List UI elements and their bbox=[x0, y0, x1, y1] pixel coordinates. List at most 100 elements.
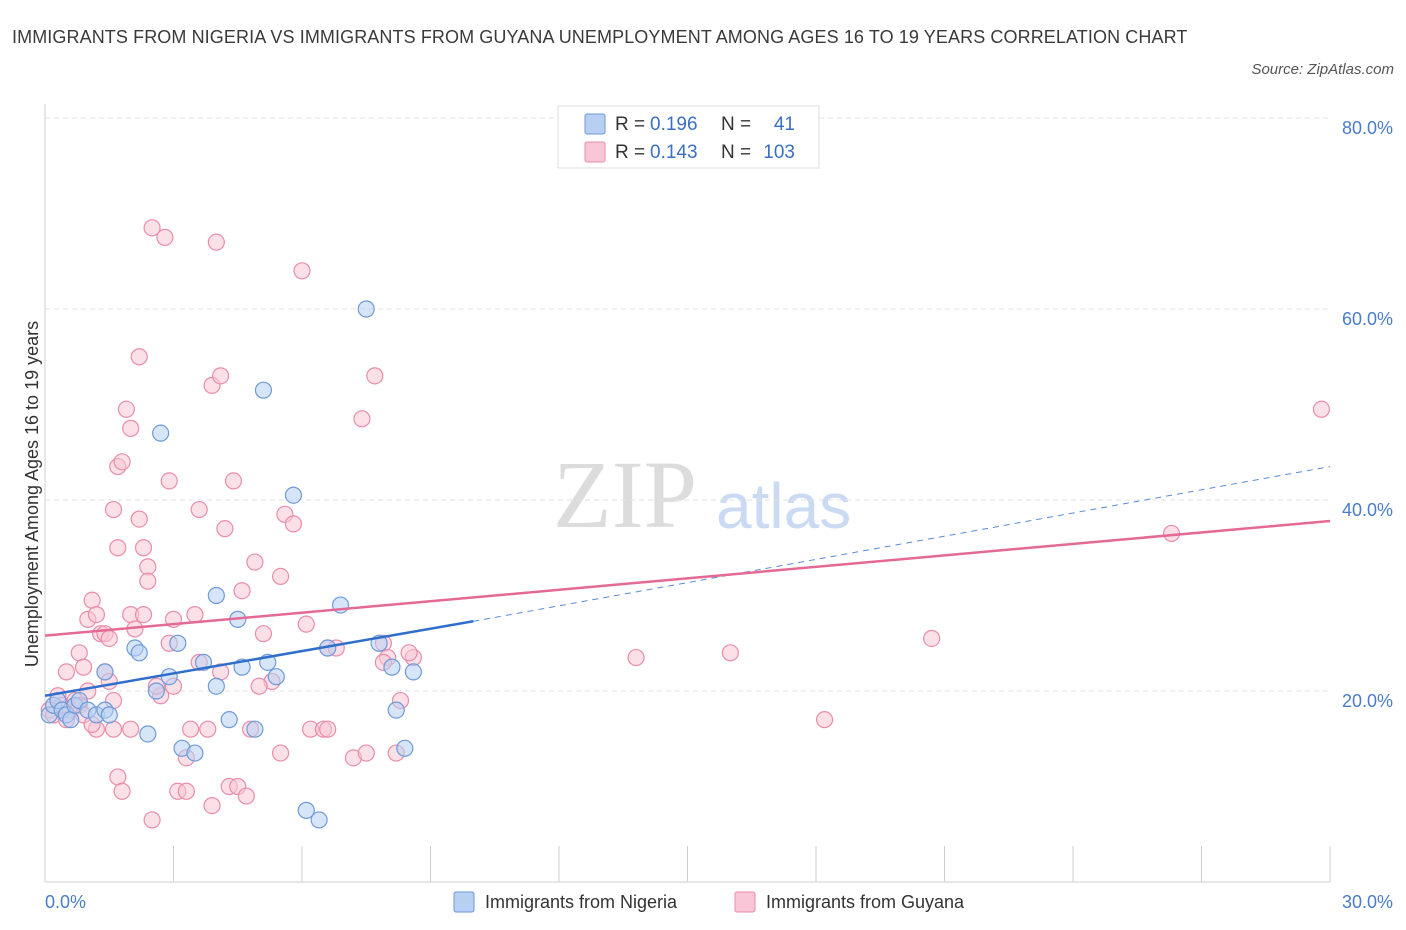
guyana-point bbox=[923, 629, 941, 648]
legend-r-value-nigeria: 0.196 bbox=[650, 114, 698, 135]
y-axis-label: Unemployment Among Ages 16 to 19 years bbox=[22, 321, 42, 667]
guyana-point bbox=[357, 744, 375, 762]
guyana-point bbox=[627, 648, 645, 667]
guyana-point bbox=[721, 644, 739, 662]
guyana-point bbox=[104, 720, 123, 738]
y-tick-label: 20.0% bbox=[1342, 691, 1393, 711]
guyana-point bbox=[233, 582, 251, 600]
bottom-legend-label-nigeria: Immigrants from Nigeria bbox=[485, 892, 678, 912]
watermark-atlas: atlas bbox=[716, 470, 851, 542]
guyana-point bbox=[130, 348, 148, 366]
guyana-point bbox=[177, 782, 195, 800]
guyana-point bbox=[143, 811, 161, 829]
nigeria-point bbox=[100, 706, 118, 724]
guyana-point bbox=[74, 658, 93, 676]
guyana-point bbox=[199, 720, 217, 738]
y-tick-label: 80.0% bbox=[1342, 118, 1393, 138]
nigeria-point bbox=[62, 711, 80, 729]
guyana-point bbox=[293, 262, 311, 280]
guyana-point bbox=[139, 572, 157, 590]
watermark-zip: ZIP bbox=[553, 441, 697, 548]
guyana-point bbox=[246, 553, 264, 571]
trend-line-nigeria bbox=[44, 620, 474, 698]
trend-line-guyana bbox=[44, 519, 1331, 637]
guyana-point bbox=[237, 787, 255, 805]
legend-swatch-nigeria bbox=[584, 113, 606, 135]
y-tick-label: 40.0% bbox=[1342, 500, 1393, 520]
guyana-point bbox=[156, 228, 174, 246]
guyana-point bbox=[319, 720, 337, 738]
guyana-point bbox=[113, 453, 131, 471]
guyana-point bbox=[190, 500, 208, 519]
guyana-point bbox=[122, 720, 140, 738]
guyana-point bbox=[271, 744, 290, 762]
nigeria-point bbox=[284, 486, 303, 504]
guyana-point bbox=[160, 472, 178, 490]
guyana-point bbox=[284, 515, 303, 533]
guyana-point bbox=[1312, 400, 1331, 418]
guyana-point bbox=[207, 233, 225, 251]
nigeria-point bbox=[383, 658, 401, 676]
nigeria-point bbox=[396, 739, 414, 757]
nigeria-point bbox=[297, 801, 315, 819]
trend-lines bbox=[44, 466, 1331, 698]
guyana-point bbox=[250, 677, 268, 695]
gridlines bbox=[45, 117, 1330, 692]
guyana-point bbox=[224, 472, 243, 490]
legend-n-value-nigeria: 41 bbox=[774, 114, 795, 135]
legend-n-value-guyana: 103 bbox=[763, 142, 795, 163]
nigeria-point bbox=[152, 424, 170, 442]
nigeria-point bbox=[139, 725, 157, 743]
guyana-point bbox=[182, 720, 200, 738]
guyana-point bbox=[815, 711, 834, 729]
nigeria-point bbox=[254, 381, 273, 399]
guyana-point bbox=[139, 558, 157, 576]
guyana-point bbox=[100, 629, 118, 648]
guyana-point bbox=[83, 591, 101, 609]
chart-title: IMMIGRANTS FROM NIGERIA VS IMMIGRANTS FR… bbox=[12, 27, 1188, 47]
guyana-point bbox=[254, 625, 273, 643]
guyana-point bbox=[57, 663, 76, 681]
nigeria-point bbox=[147, 682, 165, 700]
axes bbox=[44, 104, 1331, 883]
nigeria-point bbox=[387, 701, 405, 719]
legend-n-label-nigeria: N = bbox=[721, 114, 751, 135]
tick-labels: 20.0% 40.0% 60.0% 80.0% 0.0% 30.0% bbox=[45, 118, 1393, 912]
y-tick-label: 60.0% bbox=[1342, 309, 1393, 329]
legend-r-value-guyana: 0.143 bbox=[650, 142, 698, 163]
guyana-point bbox=[117, 400, 135, 418]
guyana-point bbox=[104, 500, 123, 519]
legend-swatch-guyana bbox=[584, 141, 606, 163]
guyana-point bbox=[186, 605, 204, 624]
guyana-point bbox=[122, 419, 140, 437]
guyana-point bbox=[203, 796, 221, 815]
x-tick-label: 30.0% bbox=[1342, 892, 1393, 912]
legend-r-label-nigeria: R = bbox=[615, 114, 645, 135]
nigeria-point bbox=[130, 644, 148, 662]
bottom-legend-swatch-guyana bbox=[734, 891, 756, 913]
guyana-point bbox=[134, 605, 153, 624]
nigeria-point bbox=[186, 744, 204, 762]
nigeria-point bbox=[246, 720, 264, 738]
guyana-point bbox=[400, 644, 418, 662]
nigeria-point bbox=[357, 300, 375, 318]
nigeria-point bbox=[404, 663, 422, 681]
guyana-point bbox=[212, 367, 230, 385]
source-label: Source: ZipAtlas.com bbox=[1251, 61, 1394, 78]
legend-n-label-guyana: N = bbox=[721, 142, 751, 163]
guyana-point bbox=[143, 219, 161, 237]
guyana-point bbox=[134, 539, 153, 557]
guyana-point bbox=[70, 644, 88, 662]
nigeria-point bbox=[267, 668, 285, 686]
guyana-point bbox=[297, 615, 315, 633]
trend-line-nigeria-extension bbox=[473, 466, 1331, 622]
guyana-point bbox=[353, 410, 371, 428]
guyana-point bbox=[130, 510, 148, 528]
bottom-legend-swatch-nigeria bbox=[453, 891, 475, 913]
guyana-point bbox=[87, 605, 106, 624]
guyana-point bbox=[271, 567, 290, 586]
nigeria-point bbox=[169, 634, 187, 652]
stats-legend: R = 0.196 N = 41 R = 0.143 N = 103 bbox=[557, 105, 820, 169]
legend-r-label-guyana: R = bbox=[615, 142, 645, 163]
